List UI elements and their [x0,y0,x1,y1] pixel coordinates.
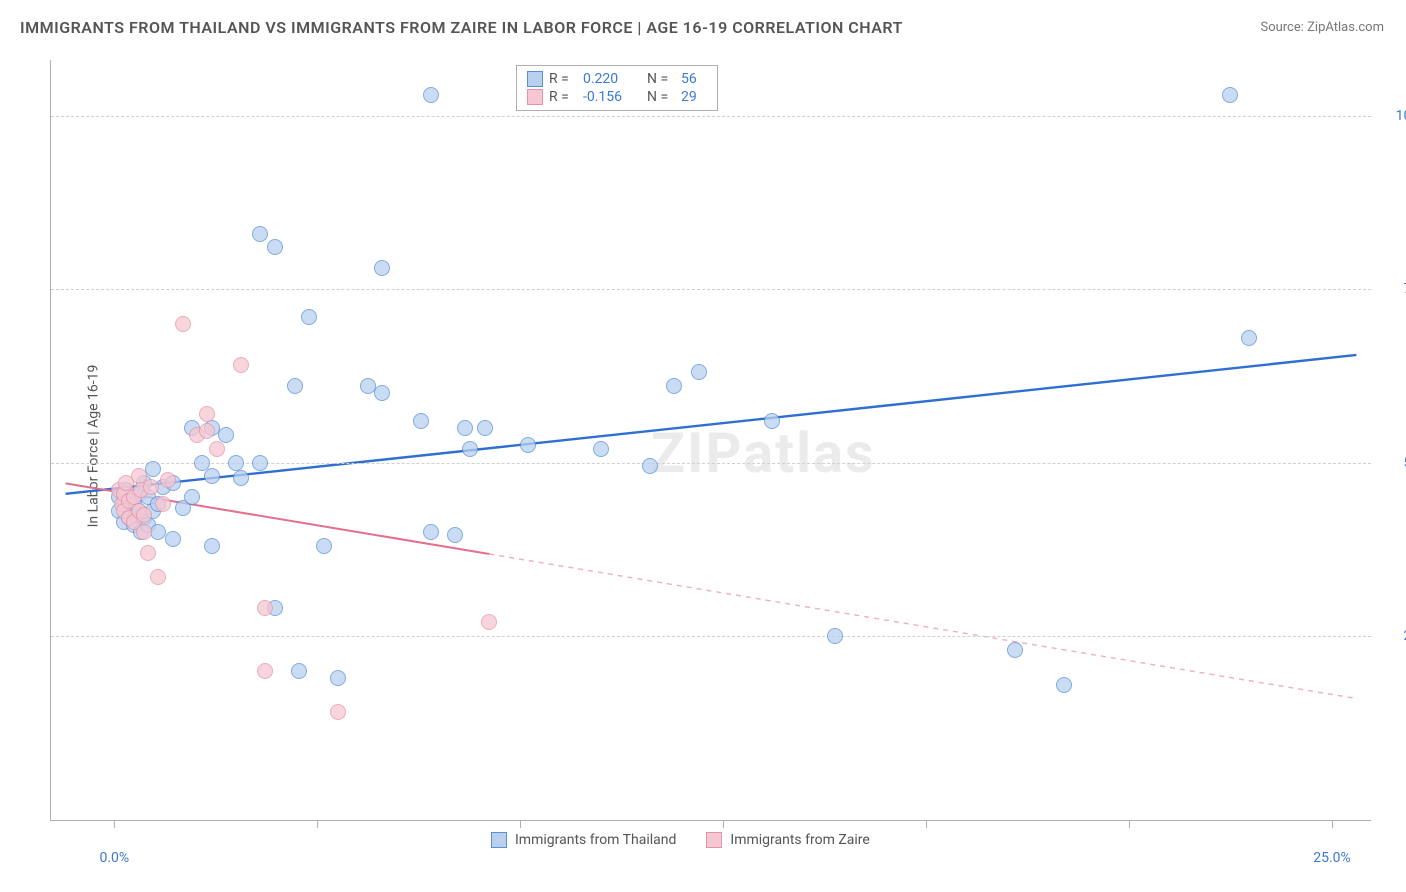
data-point [136,507,152,523]
data-point [360,378,376,394]
y-tick-label: 100.0% [1381,108,1406,124]
gridline-horizontal [51,463,1371,464]
data-point [330,704,346,720]
legend-swatch [527,71,543,87]
data-point [457,420,473,436]
n-value: 56 [681,71,707,87]
series-legend: Immigrants from Thailand Immigrants from … [491,832,870,848]
data-point [827,628,843,644]
data-point [413,413,429,429]
data-point [233,470,249,486]
y-tick-label: 25.0% [1381,628,1406,644]
data-point [228,455,244,471]
data-point [140,545,156,561]
data-point [175,316,191,332]
data-point [209,441,225,457]
chart-title: IMMIGRANTS FROM THAILAND VS IMMIGRANTS F… [20,18,903,37]
legend-swatch [706,832,722,848]
data-point [204,468,220,484]
data-point [666,378,682,394]
x-tick-label: 25.0% [1313,850,1351,866]
regression-line [489,554,1356,699]
gridline-horizontal [51,116,1371,117]
n-label: N = [647,71,675,87]
r-value: -0.156 [583,89,641,105]
gridline-horizontal [51,636,1371,637]
data-point [374,260,390,276]
data-point [316,538,332,554]
data-point [477,420,493,436]
correlation-legend: R = 0.220 N = 56 R = -0.156 N = 29 [516,65,718,111]
data-point [330,670,346,686]
correlation-legend-row: R = -0.156 N = 29 [527,88,707,106]
data-point [199,406,215,422]
x-tick-label: 0.0% [99,850,129,866]
r-label: R = [549,71,577,87]
data-point [423,524,439,540]
x-tick-mark [1129,820,1130,828]
y-tick-label: 50.0% [1381,455,1406,471]
data-point [520,437,536,453]
data-point [136,524,152,540]
plot-area: ZIPatlas R =0.220N =56R =-0.156N =29 Imm… [50,60,1371,821]
data-point [1007,642,1023,658]
data-point [204,538,220,554]
data-point [160,472,176,488]
x-tick-mark [723,820,724,828]
data-point [155,496,171,512]
data-point [764,413,780,429]
data-point [165,531,181,547]
data-point [267,239,283,255]
data-point [1056,677,1072,693]
data-point [291,663,307,679]
data-point [143,479,159,495]
data-point [184,489,200,505]
data-point [257,663,273,679]
series-name: Immigrants from Thailand [515,832,676,848]
data-point [1222,87,1238,103]
series-legend-item: Immigrants from Zaire [706,832,869,848]
data-point [233,357,249,373]
x-tick-mark [1332,820,1333,828]
data-point [691,364,707,380]
r-value: 0.220 [583,71,641,87]
data-point [257,600,273,616]
x-tick-mark [317,820,318,828]
regression-lines-layer [51,60,1371,820]
data-point [481,614,497,630]
x-tick-mark [114,820,115,828]
legend-swatch [527,89,543,105]
data-point [199,423,215,439]
n-label: N = [647,89,675,105]
data-point [150,524,166,540]
data-point [1241,330,1257,346]
data-point [252,226,268,242]
correlation-legend-row: R = 0.220 N = 56 [527,70,707,88]
r-label: R = [549,89,577,105]
n-value: 29 [681,89,707,105]
series-name: Immigrants from Zaire [730,832,869,848]
data-point [252,455,268,471]
gridline-horizontal [51,289,1371,290]
data-point [593,441,609,457]
source-label: Source: ZipAtlas.com [1260,20,1384,35]
x-tick-mark [520,820,521,828]
data-point [150,569,166,585]
x-tick-mark [926,820,927,828]
data-point [423,87,439,103]
data-point [145,461,161,477]
data-point [301,309,317,325]
data-point [374,385,390,401]
data-point [218,427,234,443]
legend-swatch [491,832,507,848]
data-point [462,441,478,457]
regression-line [66,355,1357,494]
data-point [287,378,303,394]
data-point [642,458,658,474]
data-point [447,527,463,543]
series-legend-item: Immigrants from Thailand [491,832,676,848]
y-tick-label: 75.0% [1381,281,1406,297]
